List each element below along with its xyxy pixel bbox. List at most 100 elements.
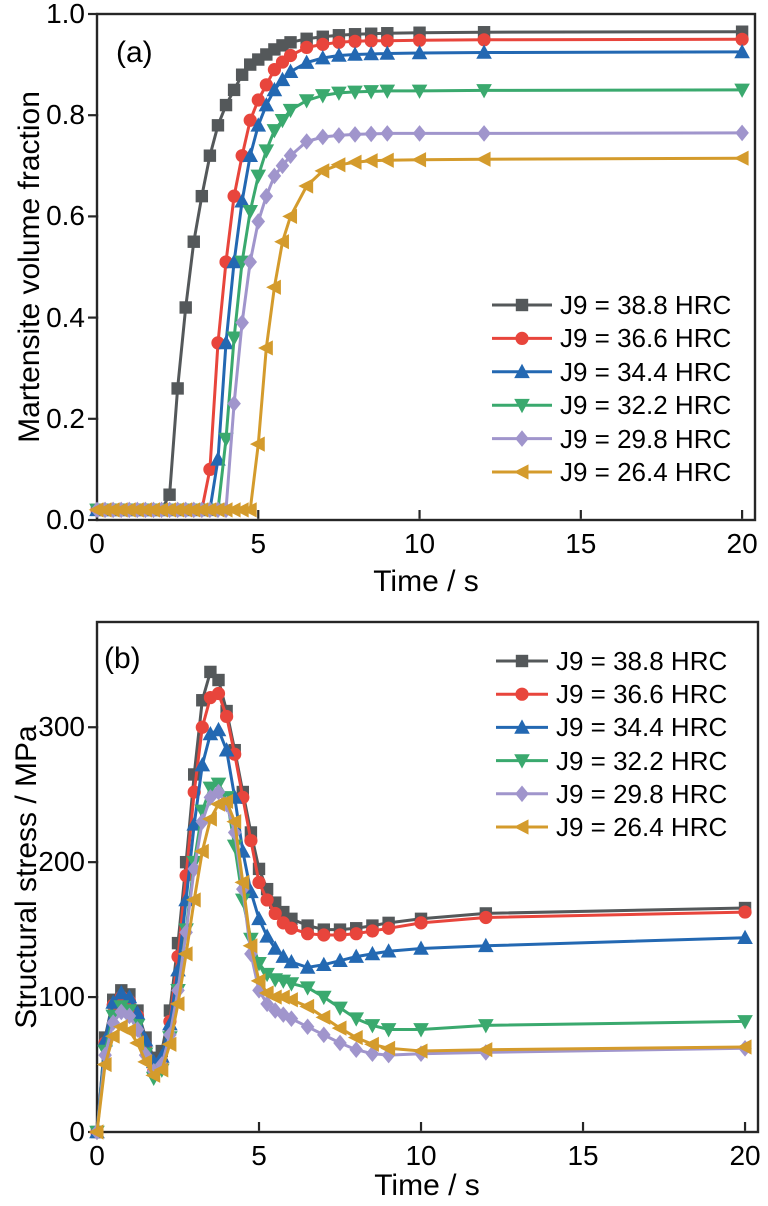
- data-point-marker: [284, 1010, 299, 1027]
- data-point-marker: [300, 40, 314, 54]
- data-point-marker: [479, 910, 493, 925]
- data-point-marker: [299, 981, 316, 996]
- legend-label: J9 = 29.8 HRC: [560, 423, 732, 454]
- data-point-marker: [137, 502, 152, 518]
- data-point-marker: [411, 152, 427, 168]
- data-point-marker: [349, 1041, 364, 1058]
- data-point-marker: [348, 126, 362, 143]
- legend-marker: [514, 363, 530, 379]
- plot-frame: [95, 620, 760, 1134]
- data-point-marker: [317, 928, 331, 942]
- data-point-marker: [186, 816, 203, 831]
- legend-label: J9 = 38.8 HRC: [556, 646, 728, 676]
- data-point-marker: [163, 488, 176, 501]
- data-point-marker: [316, 956, 332, 971]
- data-point-marker: [331, 47, 347, 62]
- data-point-marker: [315, 1009, 331, 1025]
- data-point-marker: [161, 1036, 177, 1052]
- data-point-marker: [300, 1018, 315, 1036]
- data-point-marker: [315, 128, 330, 146]
- data-point-marker: [202, 725, 219, 741]
- data-point-marker: [220, 709, 234, 724]
- data-point-marker: [258, 144, 275, 159]
- data-point-marker: [169, 996, 185, 1012]
- legend-label: J9 = 32.2 HRC: [556, 745, 728, 776]
- data-point-marker: [283, 48, 298, 63]
- data-point-marker: [738, 905, 752, 919]
- data-point-marker: [283, 992, 298, 1008]
- data-point-marker: [734, 83, 750, 98]
- data-point-marker: [210, 721, 227, 737]
- y-tick-label: 0.6: [46, 200, 85, 232]
- data-point-marker: [88, 1124, 104, 1140]
- data-point-marker: [260, 995, 274, 1013]
- data-point-marker: [227, 395, 241, 412]
- chart-panel-b: [88, 620, 760, 1141]
- data-point-marker: [203, 149, 217, 162]
- data-point-marker: [380, 1040, 396, 1056]
- y-tick-label: 0.8: [46, 99, 85, 131]
- data-point-marker: [363, 85, 379, 100]
- data-point-marker: [258, 97, 275, 112]
- data-point-marker: [299, 998, 315, 1015]
- data-point-marker: [330, 157, 346, 173]
- data-point-marker: [284, 921, 299, 935]
- data-point-marker: [346, 154, 362, 170]
- data-point-marker: [226, 814, 242, 830]
- data-point-marker: [737, 1015, 753, 1030]
- data-point-marker: [275, 989, 290, 1005]
- panel-letter-b: (b): [104, 642, 141, 675]
- x-tick-label: 15: [567, 1140, 599, 1171]
- data-point-marker: [250, 169, 267, 184]
- chart-panel-a: [88, 12, 757, 522]
- data-point-marker: [219, 98, 233, 112]
- data-point-marker: [211, 686, 226, 701]
- data-point-marker: [347, 46, 363, 61]
- data-point-marker: [734, 43, 750, 59]
- series-line: [95, 799, 747, 1134]
- data-point-marker: [251, 213, 266, 230]
- data-point-marker: [104, 502, 120, 518]
- data-point-marker: [476, 84, 492, 99]
- data-point-marker: [364, 125, 378, 143]
- data-point-marker: [185, 502, 201, 518]
- data-point-marker: [412, 33, 427, 47]
- data-point-marker: [733, 150, 749, 166]
- data-point-marker: [267, 167, 282, 185]
- data-point-marker: [203, 462, 217, 476]
- legend-marker: [514, 398, 530, 414]
- y-tick-label: 0.0: [46, 504, 85, 535]
- legend-label: J9 = 29.8 HRC: [556, 778, 728, 809]
- data-point-marker: [380, 1023, 397, 1038]
- data-point-marker: [241, 502, 257, 518]
- data-point-marker: [364, 34, 378, 48]
- data-point-marker: [153, 502, 169, 518]
- x-tick-label: 10: [403, 528, 436, 559]
- data-point-marker: [365, 924, 380, 938]
- data-point-marker: [169, 502, 185, 518]
- data-point-marker: [275, 157, 290, 175]
- legend-label: J9 = 26.4 HRC: [560, 457, 732, 487]
- data-point-marker: [380, 125, 395, 142]
- legend-label: J9 = 38.8 HRC: [560, 290, 732, 320]
- legend-marker: [513, 464, 529, 480]
- data-point-marker: [363, 45, 379, 61]
- data-point-marker: [193, 502, 209, 518]
- legend-label: J9 = 26.4 HRC: [556, 812, 728, 842]
- data-point-marker: [332, 952, 348, 967]
- data-point-marker: [477, 33, 491, 47]
- data-point-marker: [225, 502, 241, 518]
- x-axis-label-panel-b: Time / s: [374, 1169, 480, 1202]
- data-point-marker: [266, 989, 282, 1005]
- data-point-marker: [218, 793, 234, 810]
- data-point-marker: [145, 1067, 161, 1083]
- x-tick-label: 20: [726, 528, 758, 559]
- data-point-marker: [331, 86, 347, 101]
- data-point-marker: [211, 783, 226, 801]
- data-point-marker: [218, 334, 234, 350]
- legend-marker: [513, 819, 529, 835]
- data-point-marker: [349, 927, 363, 941]
- data-point-marker: [298, 54, 315, 69]
- data-point-marker: [249, 436, 265, 452]
- data-point-marker: [96, 502, 112, 518]
